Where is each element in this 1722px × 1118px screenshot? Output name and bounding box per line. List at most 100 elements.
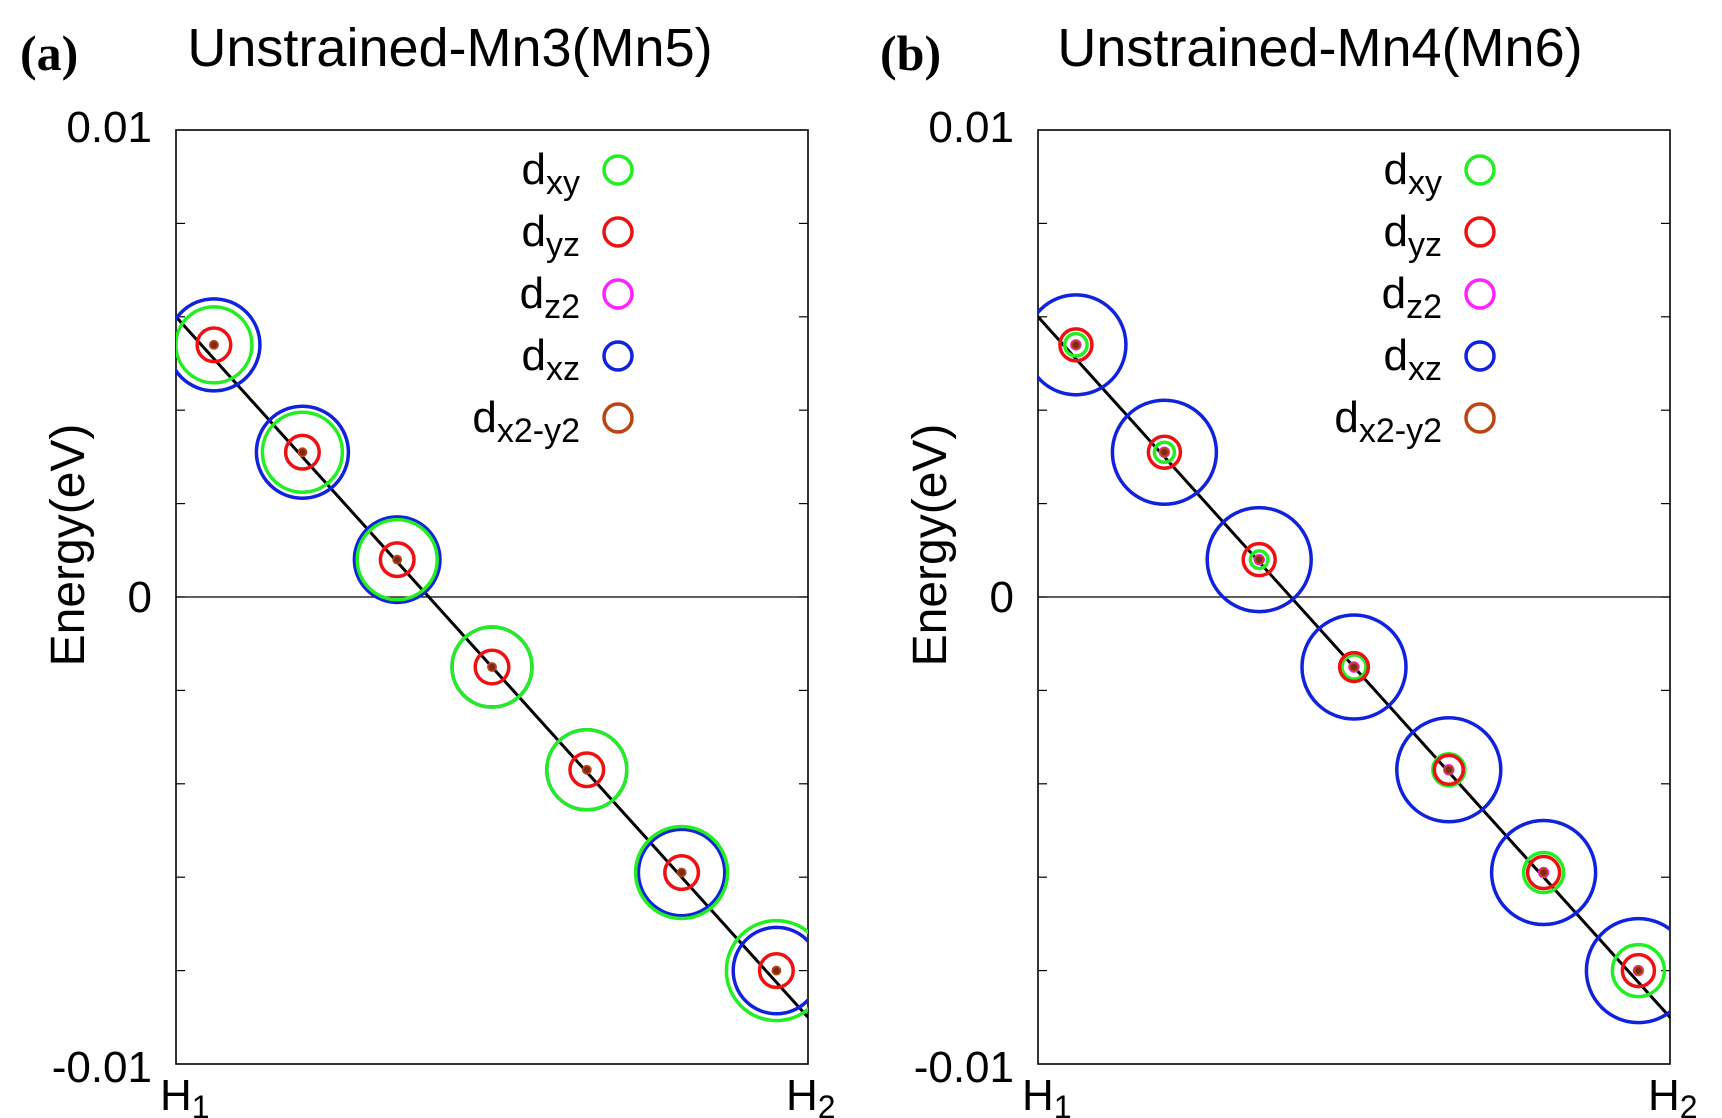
legend-label: dz2 [1382,269,1442,326]
legend-label-sub: x2-y2 [1359,412,1442,450]
panel-a-xtick-h2: H2 [786,1071,836,1118]
orbital-point-dyz [757,952,795,990]
orbital-point-dyz [378,541,416,579]
orbital-point-dxy [260,410,345,494]
band-point-center [1256,556,1263,563]
plot-area [176,297,808,1023]
orbital-point-dyz [1241,541,1277,578]
orbital-point-dyz [283,433,321,471]
legend-marker [1464,402,1496,434]
orbital-point-dxz [1300,613,1408,721]
band-point-center [299,449,306,456]
band-point-center [1635,967,1642,974]
legend-label: dz2 [520,269,580,326]
orbital-point-dxy [1152,440,1177,464]
band-point-center [1350,663,1358,671]
legend-label-base: d [1382,269,1406,318]
band-point-center [488,663,496,671]
panel-b-xtick-h2-sub: 2 [1680,1089,1698,1118]
legend-label-base: d [472,393,496,442]
panel-a-ytick-zero: 0 [128,573,152,622]
legend-label: dyz [522,207,580,264]
orbital-point-dyz [1146,434,1183,470]
legend-label-sub: xy [546,164,580,202]
panel-b-xtick-h1: H1 [1022,1071,1072,1118]
legend-label-sub: xy [1408,164,1442,202]
legend-label: dyz [1384,207,1442,264]
legend-label-base: d [1384,331,1408,380]
band-point-center [1540,869,1547,876]
orbital-point-dxz [176,297,262,393]
panel-b-title: Unstrained-Mn4(Mn6) [1057,18,1582,78]
orbital-point-dyz [195,326,233,364]
orbital-point-dxy [450,625,534,709]
legend-label-sub: z2 [1406,288,1442,326]
orbital-point-dyz [1337,650,1371,684]
panel-b-label: (b) [880,25,941,81]
legend-marker [1464,216,1496,248]
legend-label-base: d [522,207,546,256]
legend-marker [602,278,634,310]
plot-area [1038,293,1670,1025]
panel-b: (b) Unstrained-Mn4(Mn6) Energy(eV) 0.01 … [880,18,1698,1118]
legend-label-base: d [520,269,544,318]
legend-marker [602,402,634,434]
orbital-point-dyz [568,751,606,789]
legend-label: dx2-y2 [472,393,580,450]
legend-marker [1464,340,1496,372]
legend-marker [1464,278,1496,310]
panel-a-ytick-top: 0.01 [66,103,152,152]
band-point-center [210,341,218,349]
legend-label: dxy [522,145,580,202]
panel-b-xtick-h1-sub: 1 [1054,1089,1072,1118]
orbital-point-dx2-y2 [771,965,782,976]
orbital-point-dxz [352,515,442,605]
orbital-point-dx2-y2 [581,764,592,775]
band-point-center [678,869,685,876]
orbital-point-dxz [636,827,727,918]
legend-marker [602,216,634,248]
panel-a-title: Unstrained-Mn3(Mn5) [187,18,712,78]
legend-label-sub: x2-y2 [497,412,580,450]
panel-a-xtick-h1-sub: 1 [192,1089,210,1118]
orbital-point-dxy [545,728,629,812]
orbital-point-dxz [731,925,808,1016]
band-point-center [773,967,780,974]
band-point-center [1161,449,1168,456]
panel-b-y-axis-label: Energy(eV) [904,424,957,667]
panel-b-ytick-bottom: -0.01 [914,1043,1014,1092]
panel-a-y-axis-label: Energy(eV) [42,424,95,667]
panel-b-xtick-h2: H2 [1648,1071,1698,1118]
legend-label-base: d [1384,145,1408,194]
orbital-point-dxz [1395,716,1503,824]
band-point-center [394,556,401,563]
panel-a: (a) Unstrained-Mn3(Mn5) Energy(eV) 0.01 … [20,18,836,1118]
orbital-point-dxz [254,404,351,500]
legend-label: dx2-y2 [1334,393,1442,450]
panel-a-xtick-h2-sub: 2 [818,1089,836,1118]
panel-b-ytick-zero: 0 [990,573,1014,622]
orbital-point-dxy [724,918,808,1023]
orbital-point-dxy [1340,653,1368,681]
band-point-center [1072,341,1080,349]
orbital-point-dxz [1489,818,1598,927]
orbital-point-dxz [1038,293,1128,397]
legend-label-base: d [1334,393,1358,442]
orbital-point-dxy [355,517,439,602]
orbital-point-dyz [473,648,511,686]
orbital-point-dxy [1610,942,1667,999]
orbital-point-dxy [1248,549,1270,571]
panel-b-xtick-h1-base: H [1022,1071,1054,1118]
legend-marker [602,154,634,186]
legend-label-sub: xz [1408,350,1442,388]
orbital-point-dyz [1432,753,1465,786]
panel-a-xtick-h1: H1 [160,1071,210,1118]
panel-b-ytick-top: 0.01 [928,103,1014,152]
legend-label: dxy [1384,145,1442,202]
legend-label-sub: yz [546,226,580,264]
panel-a-ytick-bottom: -0.01 [52,1043,152,1092]
legend-label: dxz [1384,331,1442,388]
orbital-point-dyz [1525,854,1562,891]
legend-label-base: d [1384,207,1408,256]
